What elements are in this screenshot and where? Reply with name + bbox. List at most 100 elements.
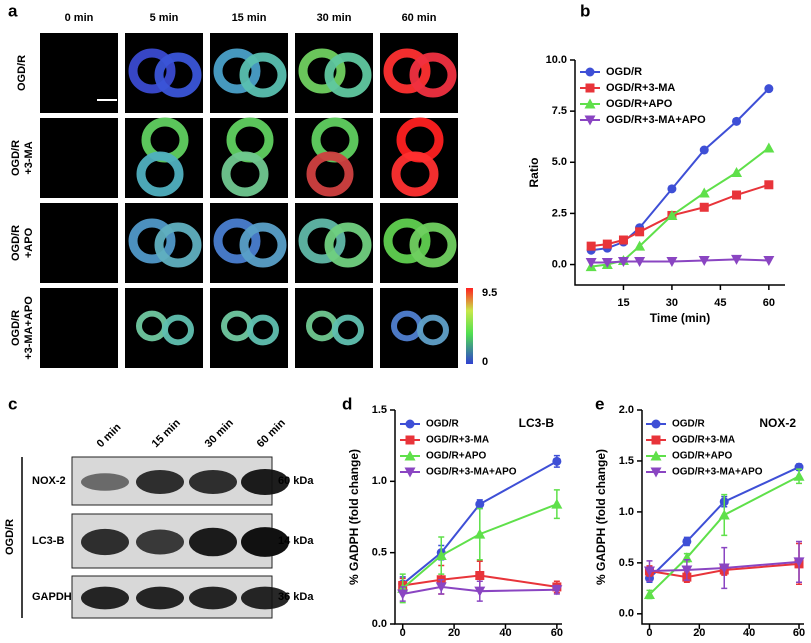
marker: [634, 240, 646, 251]
size-label: 60 kDa: [278, 475, 314, 487]
colorbar: [466, 288, 473, 364]
cell: [306, 151, 354, 197]
lane-label: 60 min: [255, 417, 288, 450]
micrograph: [125, 33, 203, 113]
marker: [763, 142, 775, 153]
cell: [213, 218, 261, 264]
legend-label: OGD/R: [672, 419, 706, 430]
y-tick-label: 0.0: [372, 618, 387, 630]
axes: [641, 410, 804, 625]
row-label: OGD/R+3-MA+APO: [10, 296, 35, 360]
marker: [731, 167, 743, 177]
cell: [213, 48, 261, 94]
marker: [584, 98, 596, 109]
cell: [324, 222, 372, 268]
micrograph: [40, 203, 118, 283]
marker: [763, 255, 775, 266]
marker: [732, 116, 742, 126]
marker: [552, 456, 562, 466]
cell: [383, 218, 431, 264]
marker: [666, 209, 678, 220]
size-label: 14 kDa: [278, 535, 314, 547]
panel-label: c: [8, 394, 17, 413]
row-label-line: +3-MA+APO: [23, 296, 35, 360]
x-tick-label: 0: [400, 627, 406, 639]
series-line: [591, 183, 770, 248]
marker: [602, 239, 612, 249]
micrograph: [295, 203, 373, 283]
band: [241, 586, 289, 610]
band: [189, 470, 237, 494]
marker: [682, 536, 692, 546]
row-label: OGD/R+APO: [10, 225, 35, 261]
band: [241, 468, 289, 496]
legend-label: OGD/R+3-MA: [426, 435, 489, 446]
column-header: 5 min: [150, 12, 179, 24]
cell: [221, 151, 269, 197]
marker: [634, 256, 646, 267]
y-axis-label: Ratio: [527, 158, 541, 188]
legend-label: OGD/R+APO: [672, 451, 733, 462]
y-tick-label: 0.0: [619, 608, 634, 620]
row-label-line: +3-MA: [23, 141, 35, 174]
marker: [585, 67, 595, 77]
cell: [128, 48, 176, 94]
micrograph: [295, 33, 373, 113]
marker: [732, 190, 742, 200]
band: [189, 527, 237, 557]
marker: [650, 450, 662, 461]
x-tick-label: 20: [693, 627, 705, 639]
marker: [585, 258, 597, 268]
micrograph: [210, 33, 288, 113]
row-label-line: OGD/R: [10, 310, 22, 346]
colorbar-min: 0: [482, 356, 488, 368]
legend-label: OGD/R: [606, 66, 642, 78]
panel-label: a: [8, 1, 18, 20]
legend-label: OGD/R+3-MA: [672, 435, 735, 446]
column-header: 15 min: [232, 12, 267, 24]
series-line: [402, 460, 558, 585]
x-axis-label: Time (min): [448, 641, 508, 643]
marker: [718, 509, 730, 520]
y-tick-label: 2.5: [552, 207, 567, 219]
legend-label: OGD/R+APO: [606, 98, 673, 110]
marker: [698, 255, 710, 266]
column-header: 30 min: [317, 12, 352, 24]
marker: [618, 235, 628, 245]
band: [241, 527, 289, 557]
cell: [136, 151, 184, 197]
y-tick-label: 0.5: [619, 557, 634, 569]
x-tick-label: 15: [617, 297, 629, 309]
micrograph: [40, 288, 118, 368]
band: [81, 473, 129, 491]
micrograph: [380, 33, 458, 113]
cell: [391, 151, 439, 197]
series-line: [649, 560, 800, 573]
row-label: OGD/R+3-MA: [10, 140, 35, 176]
micrograph: [380, 203, 458, 283]
marker: [764, 84, 774, 94]
x-tick-label: 40: [743, 627, 755, 639]
x-tick-label: 60: [793, 627, 805, 639]
axes: [574, 60, 785, 286]
y-tick-label: 7.5: [552, 105, 567, 117]
column-header: 60 min: [402, 12, 437, 24]
cell: [332, 314, 364, 346]
cell: [128, 218, 176, 264]
marker: [405, 435, 415, 445]
marker: [474, 528, 486, 539]
marker: [397, 589, 409, 600]
x-axis-label: Time (min): [693, 641, 753, 643]
legend-label: OGD/R+3-MA+APO: [606, 114, 706, 126]
band: [189, 586, 237, 610]
legend-label: OGD/R+3-MA+APO: [672, 467, 763, 478]
y-tick-label: 1.0: [372, 475, 387, 487]
legend-label: OGD/R+3-MA: [606, 82, 675, 94]
series-line: [402, 574, 558, 588]
protein-label: LC3-B: [32, 535, 64, 547]
row-label-line: OGD/R: [10, 140, 22, 176]
x-tick-label: 0: [646, 627, 652, 639]
row-label-line: +APO: [23, 227, 35, 258]
marker: [718, 563, 730, 574]
y-tick-label: 1.0: [619, 506, 634, 518]
